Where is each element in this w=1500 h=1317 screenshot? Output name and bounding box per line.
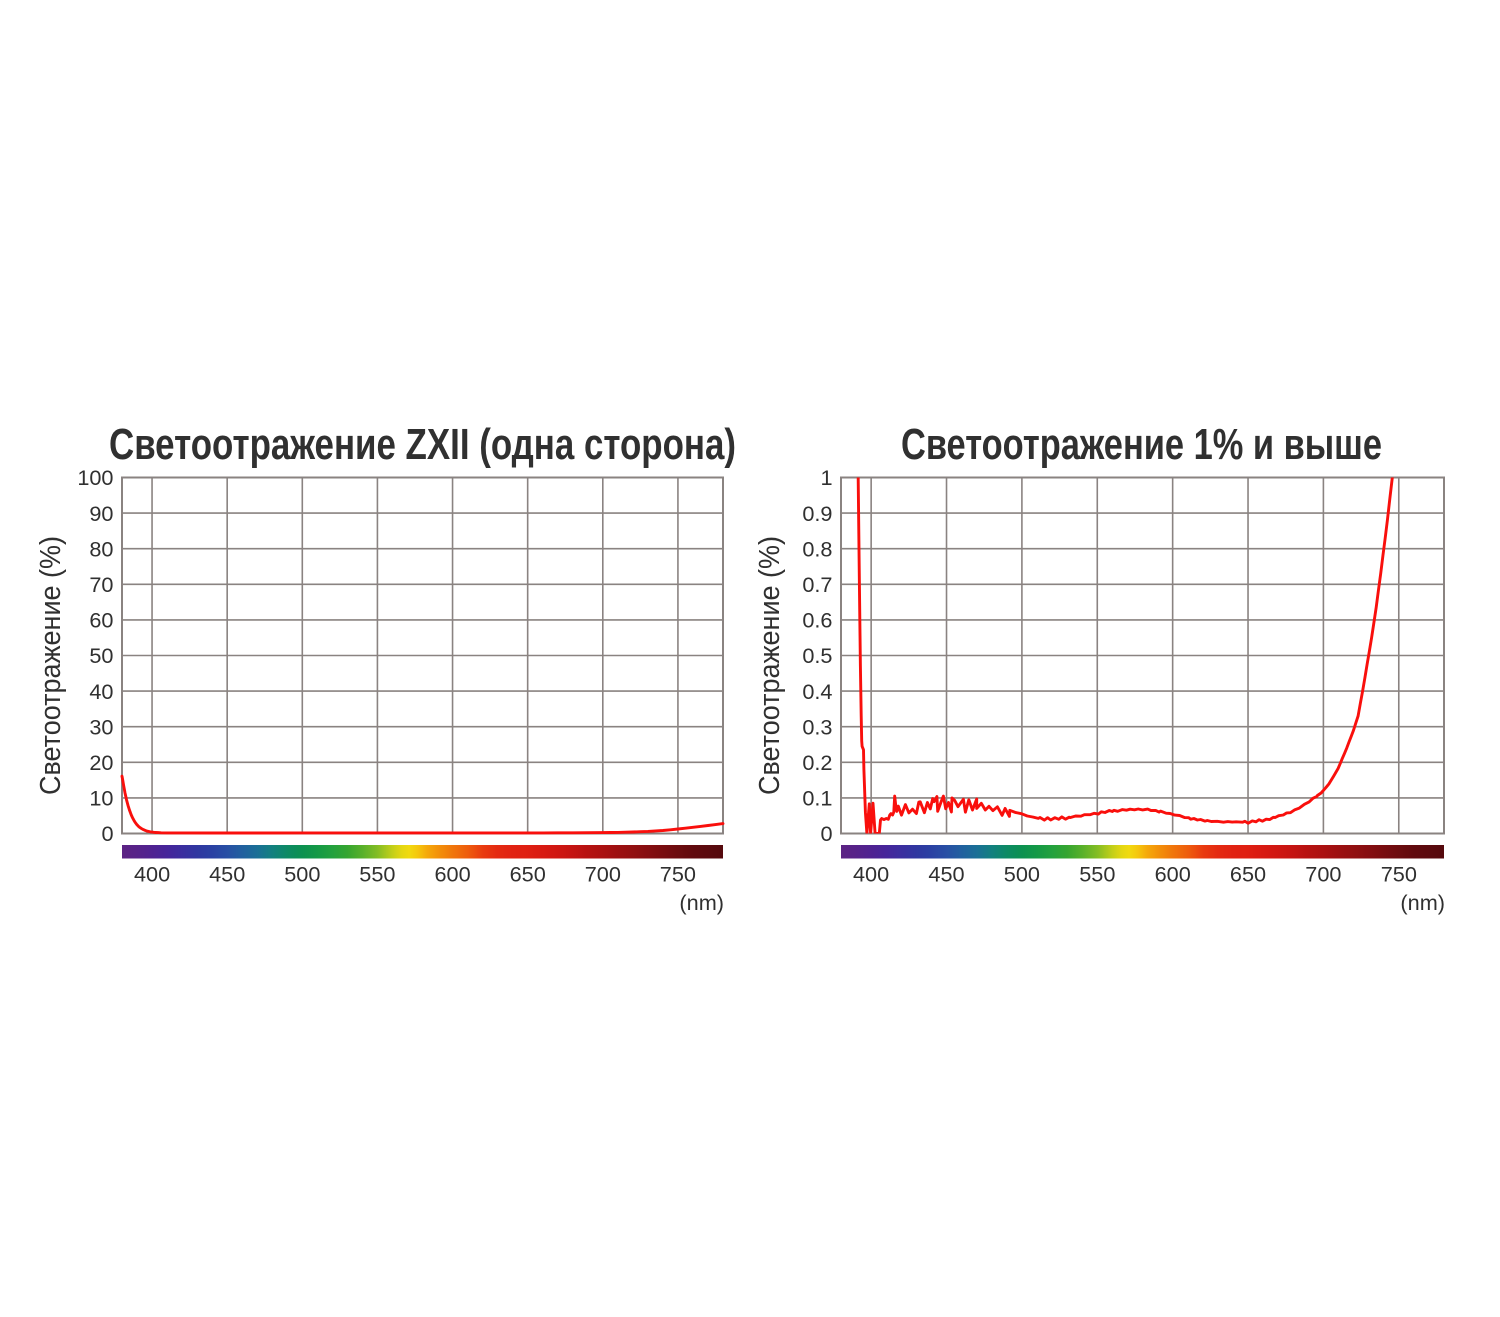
svg-text:20: 20 <box>89 750 113 775</box>
svg-text:Светоотражение (%): Светоотражение (%) <box>754 536 786 795</box>
svg-text:400: 400 <box>134 862 170 887</box>
svg-text:Светоотражение ZXII (одна стор: Светоотражение ZXII (одна сторона) <box>109 420 736 469</box>
svg-text:450: 450 <box>928 862 964 887</box>
svg-text:10: 10 <box>89 786 113 811</box>
svg-text:650: 650 <box>1230 862 1266 887</box>
svg-text:100: 100 <box>77 465 113 490</box>
svg-text:40: 40 <box>89 679 113 704</box>
svg-text:0.7: 0.7 <box>802 572 832 597</box>
svg-text:500: 500 <box>1004 862 1040 887</box>
svg-text:400: 400 <box>853 862 889 887</box>
svg-text:0.2: 0.2 <box>802 750 832 775</box>
svg-text:0.1: 0.1 <box>802 786 832 811</box>
svg-text:450: 450 <box>209 862 245 887</box>
svg-text:90: 90 <box>89 501 113 526</box>
svg-text:750: 750 <box>1381 862 1417 887</box>
svg-text:Светоотражение 1% и выше: Светоотражение 1% и выше <box>901 420 1382 469</box>
svg-text:(nm): (nm) <box>679 890 724 915</box>
svg-text:0: 0 <box>820 821 832 846</box>
svg-text:0.4: 0.4 <box>802 679 832 704</box>
svg-text:60: 60 <box>89 608 113 633</box>
svg-text:750: 750 <box>660 862 696 887</box>
svg-text:550: 550 <box>1079 862 1115 887</box>
svg-text:500: 500 <box>284 862 320 887</box>
svg-text:80: 80 <box>89 536 113 561</box>
svg-text:700: 700 <box>585 862 621 887</box>
svg-text:0.8: 0.8 <box>802 536 832 561</box>
svg-text:600: 600 <box>1155 862 1191 887</box>
svg-text:0.6: 0.6 <box>802 608 832 633</box>
svg-text:700: 700 <box>1305 862 1341 887</box>
svg-text:1: 1 <box>820 465 832 490</box>
svg-text:Светоотражение (%): Светоотражение (%) <box>35 536 67 795</box>
svg-text:550: 550 <box>359 862 395 887</box>
svg-text:30: 30 <box>89 714 113 739</box>
svg-text:70: 70 <box>89 572 113 597</box>
svg-text:0.5: 0.5 <box>802 643 832 668</box>
svg-text:50: 50 <box>89 643 113 668</box>
svg-text:0: 0 <box>101 821 113 846</box>
svg-text:(nm): (nm) <box>1400 890 1445 915</box>
svg-text:0.9: 0.9 <box>802 501 832 526</box>
svg-text:650: 650 <box>510 862 546 887</box>
svg-text:600: 600 <box>435 862 471 887</box>
svg-text:0.3: 0.3 <box>802 714 832 739</box>
